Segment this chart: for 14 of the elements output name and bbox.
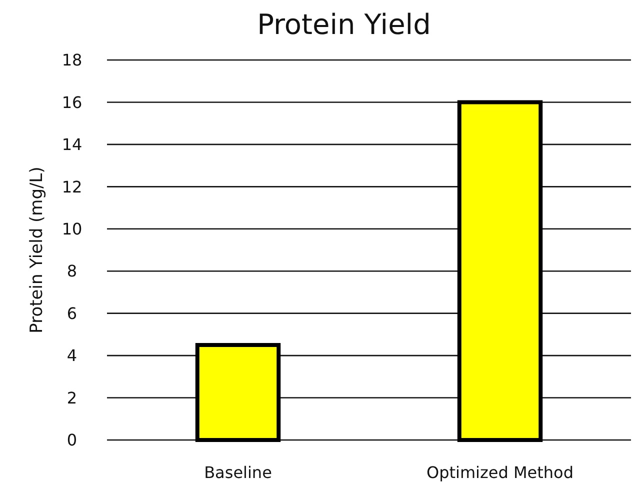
y-tick-label: 2 [66,388,78,408]
y-tick-label: 18 [62,50,82,70]
y-axis-title: Protein Yield (mg/L) [27,166,47,334]
y-tick-label: 12 [62,177,82,196]
y-tick-label: 0 [66,430,78,450]
x-tick-label: Baseline [204,463,272,482]
x-tick-label: Optimized Method [426,463,574,482]
y-tick-label: 10 [62,219,82,238]
y-tick-label: 14 [62,135,82,154]
y-tick-label: 4 [66,346,78,366]
chart-title: Protein Yield [257,8,431,41]
y-tick-label: 16 [62,92,82,112]
y-tick-label: 6 [66,304,78,323]
y-tick-label: 8 [66,262,78,281]
